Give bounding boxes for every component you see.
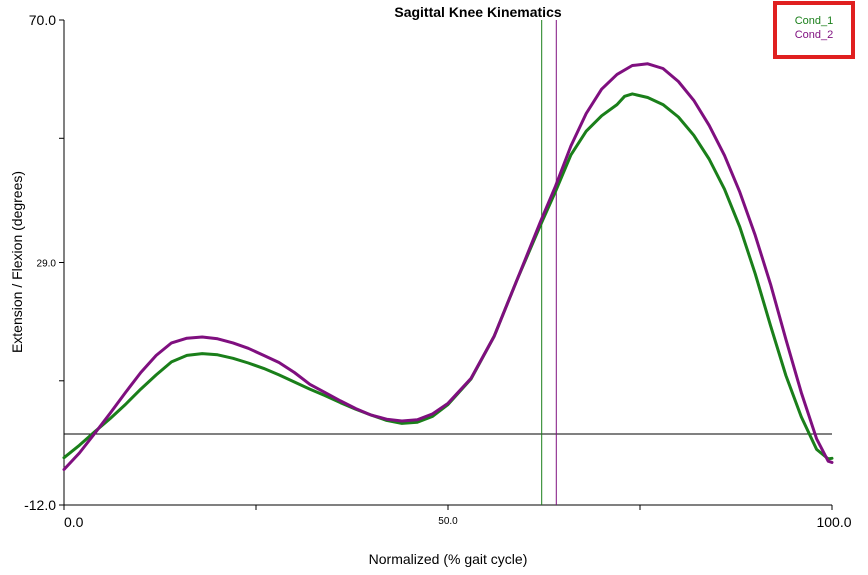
y-tick-label: -12.0 <box>24 497 56 513</box>
x-tick-label: 50.0 <box>438 516 458 527</box>
x-axis-title: Normalized (% gait cycle) <box>369 551 528 567</box>
x-tick-label: 100.0 <box>816 514 851 530</box>
legend: Cond_1 Cond_2 <box>773 1 855 59</box>
x-tick-label: 0.0 <box>64 514 84 530</box>
legend-entry-cond-1: Cond_1 <box>795 15 834 27</box>
series-lines <box>62 62 834 471</box>
legend-box <box>773 1 855 59</box>
y-axis-title: Extension / Flexion (degrees) <box>9 171 25 353</box>
series-line-2 <box>62 62 834 471</box>
chart-title: Sagittal Knee Kinematics <box>394 4 561 20</box>
legend-entry-cond-2: Cond_2 <box>795 29 834 41</box>
y-axis-ticks: -12.0 29.0 70.0 <box>24 12 64 513</box>
x-axis-ticks: 0.0 50.0 100.0 <box>63 505 852 530</box>
y-tick-label: 29.0 <box>37 259 57 270</box>
y-tick-label: 70.0 <box>29 12 56 28</box>
toe-off-markers <box>541 20 557 505</box>
